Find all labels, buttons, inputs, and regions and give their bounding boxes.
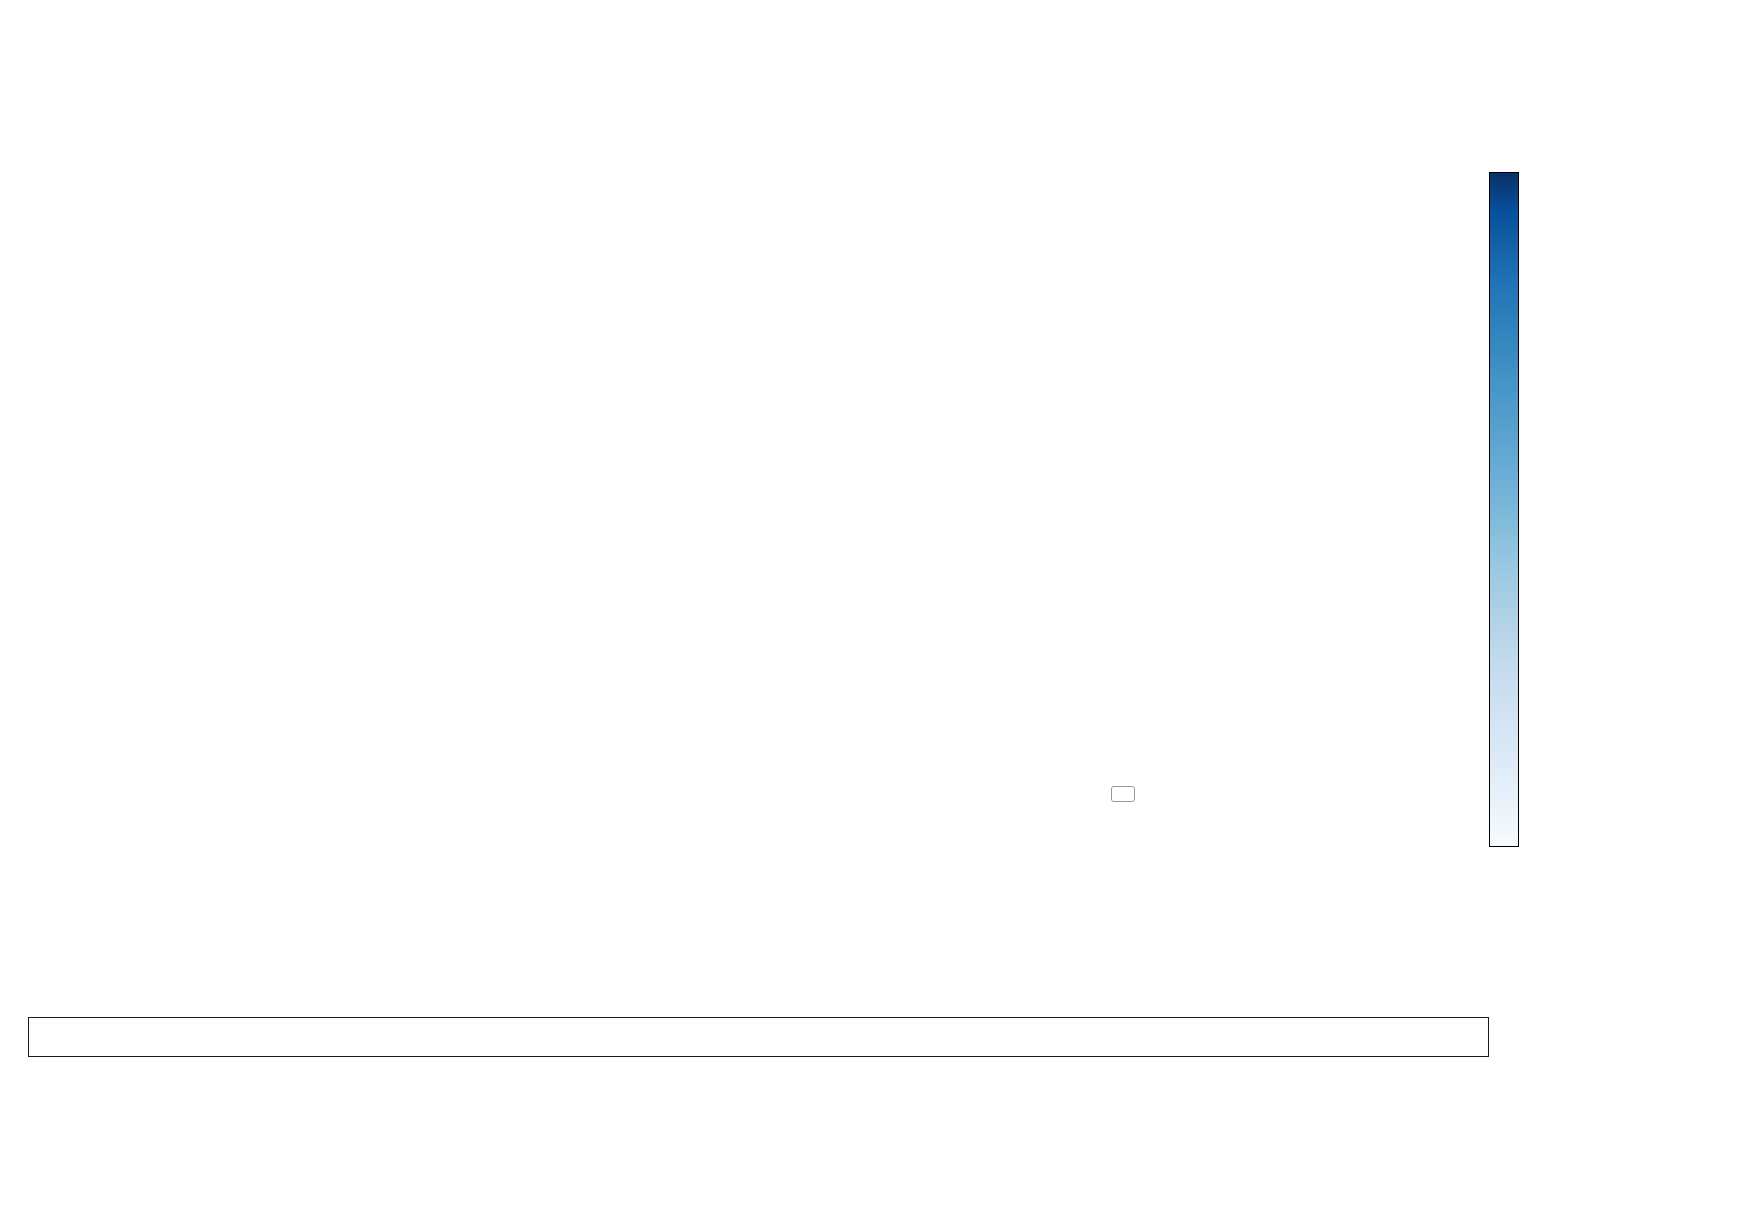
trajectory-map [93,88,1435,941]
tc-percentage-bar [28,1017,1489,1057]
colorbar [1489,172,1519,847]
legend [1111,786,1135,802]
colorbar-label [1556,172,1590,845]
